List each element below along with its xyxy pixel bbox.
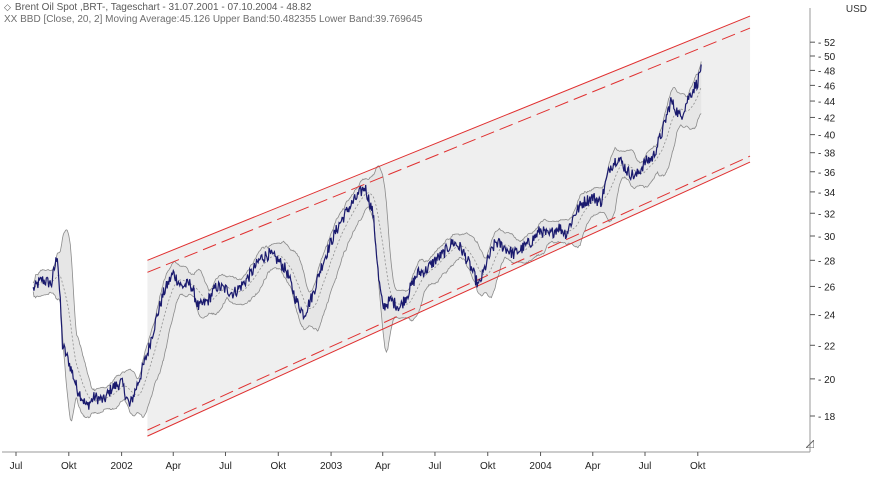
bollinger-upper-band bbox=[32, 61, 702, 392]
trend-channel-upper-dashed bbox=[147, 27, 751, 273]
bollinger-band-fill bbox=[33, 61, 702, 421]
x-tick-label: Apr bbox=[585, 461, 601, 472]
y-tick-label: - 38 bbox=[818, 149, 836, 160]
x-tick-label: 2003 bbox=[320, 461, 343, 472]
chart-menu-icon[interactable]: ◇ bbox=[4, 2, 11, 12]
axis-unit-label: USD bbox=[845, 4, 867, 15]
y-tick-label: - 30 bbox=[818, 232, 836, 243]
y-tick-label: - 42 bbox=[818, 113, 836, 124]
y-tick-label: - 20 bbox=[818, 375, 836, 386]
y-tick-label: - 46 bbox=[818, 81, 836, 92]
x-tick-label: Okt bbox=[690, 461, 706, 472]
y-tick-label: - 22 bbox=[818, 341, 836, 352]
y-tick-label: - 34 bbox=[818, 188, 836, 199]
x-tick-label: Apr bbox=[165, 461, 181, 472]
bollinger-lower-band bbox=[32, 113, 702, 422]
y-tick-label: - 28 bbox=[818, 256, 836, 267]
x-tick-label: 2002 bbox=[110, 461, 133, 472]
chart-title-text: Brent Oil Spot ,BRT-, Tageschart - 31.07… bbox=[14, 2, 312, 13]
y-tick-label: - 32 bbox=[818, 209, 836, 220]
y-tick-label: - 26 bbox=[818, 282, 836, 293]
y-tick-label: - 44 bbox=[818, 97, 836, 108]
x-tick-label: 2004 bbox=[529, 461, 552, 472]
chart-title: ◇ Brent Oil Spot ,BRT-, Tageschart - 31.0… bbox=[4, 2, 311, 13]
indicator-legend: XX BBD [Close, 20, 2] Moving Average:45.… bbox=[4, 14, 422, 25]
x-tick-label: Jul bbox=[429, 461, 442, 472]
x-tick-label: Okt bbox=[270, 461, 286, 472]
y-tick-label: - 24 bbox=[818, 311, 836, 322]
y-tick-label: - 50 bbox=[818, 52, 836, 63]
trend-channel-lower-line bbox=[147, 161, 751, 437]
x-tick-label: Jul bbox=[639, 461, 652, 472]
indicator-legend-text: XX BBD [Close, 20, 2] Moving Average:45.… bbox=[4, 14, 423, 25]
price-series-line bbox=[32, 64, 702, 410]
trend-channel-upper-line bbox=[147, 15, 751, 261]
y-tick-label: - 48 bbox=[818, 66, 836, 77]
trend-channel-fill bbox=[147, 16, 751, 437]
x-tick-label: Apr bbox=[375, 461, 391, 472]
trend-channel-lower-dashed bbox=[147, 155, 751, 431]
x-tick-label: Okt bbox=[61, 461, 77, 472]
y-tick-label: - 52 bbox=[818, 38, 836, 49]
y-tick-label: - 40 bbox=[818, 131, 836, 142]
x-tick-label: Jul bbox=[10, 461, 23, 472]
bollinger-moving-average bbox=[32, 86, 702, 402]
y-tick-label: - 18 bbox=[818, 412, 836, 423]
y-tick-label: - 36 bbox=[818, 168, 836, 179]
resize-grip-icon[interactable] bbox=[806, 440, 814, 448]
x-tick-label: Jul bbox=[219, 461, 232, 472]
x-tick-label: Okt bbox=[480, 461, 496, 472]
